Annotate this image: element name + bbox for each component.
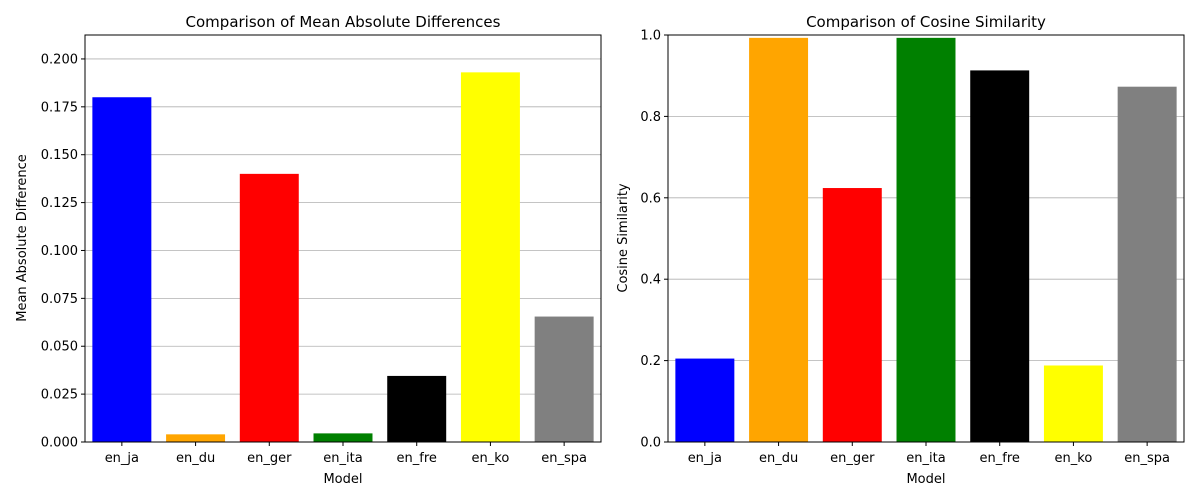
x-tick-label: en_ger — [830, 451, 875, 466]
cosine-chart: Comparison of Cosine Similarity Model Co… — [616, 13, 1185, 487]
x-tick-label: en_ita — [323, 451, 362, 466]
y-tick-label: 0.050 — [41, 340, 78, 355]
bar-en_fre — [387, 375, 447, 442]
x-tick-label: en_ita — [906, 451, 945, 466]
mad-chart: Comparison of Mean Absolute Differences … — [15, 13, 602, 487]
bar-en_du — [749, 37, 809, 442]
y-tick-label: 0.8 — [640, 110, 661, 125]
x-tick-label: en_ger — [247, 451, 292, 466]
bar-en_ko — [460, 72, 520, 442]
x-tick-label: en_du — [176, 451, 215, 466]
y-tick-label: 0.175 — [41, 100, 78, 115]
bar-en_fre — [970, 70, 1030, 442]
x-tick-label: en_ko — [1055, 451, 1093, 466]
x-axis-label: Model — [323, 472, 362, 487]
y-tick-label: 0.150 — [41, 148, 78, 163]
x-tick-label: en_ko — [472, 451, 510, 466]
x-tick-label: en_spa — [541, 451, 587, 466]
bar-en_du — [166, 434, 226, 442]
plot-frame — [84, 34, 602, 443]
y-tick-label: 0.0 — [640, 436, 661, 451]
y-axis-label: Cosine Similarity — [616, 183, 631, 293]
x-tick-label: en_du — [759, 451, 798, 466]
bar-en_ita — [896, 37, 956, 442]
x-axis-label: Model — [906, 472, 945, 487]
y-tick-label: 0.100 — [41, 244, 78, 259]
x-tick-label: en_ja — [105, 451, 139, 466]
y-tick-label: 0.075 — [41, 292, 78, 307]
y-axis-label: Mean Absolute Difference — [15, 154, 30, 322]
y-tick-label: 0.2 — [640, 354, 661, 369]
y-tick-label: 0.200 — [41, 52, 78, 67]
x-tick-label: en_fre — [980, 451, 1020, 466]
bar-en_ger — [239, 173, 299, 442]
y-tick-label: 0.6 — [640, 191, 661, 206]
chart-title: Comparison of Cosine Similarity — [806, 13, 1046, 31]
bar-en_ger — [822, 188, 882, 442]
x-tick-label: en_spa — [1124, 451, 1170, 466]
y-tick-label: 0.125 — [41, 196, 78, 211]
y-tick-label: 0.025 — [41, 388, 78, 403]
bar-en_spa — [1117, 86, 1177, 443]
bar-en_ja — [675, 358, 735, 442]
x-tick-label: en_fre — [397, 451, 437, 466]
bar-en_ko — [1043, 365, 1103, 442]
y-tick-label: 0.4 — [640, 273, 661, 288]
bar-en_ita — [313, 433, 373, 442]
y-tick-label: 0.000 — [41, 436, 78, 451]
x-tick-label: en_ja — [688, 451, 722, 466]
chart-title: Comparison of Mean Absolute Differences — [186, 13, 501, 31]
bar-en_ja — [92, 97, 152, 442]
bar-en_spa — [534, 316, 594, 442]
y-tick-label: 1.0 — [640, 29, 661, 44]
